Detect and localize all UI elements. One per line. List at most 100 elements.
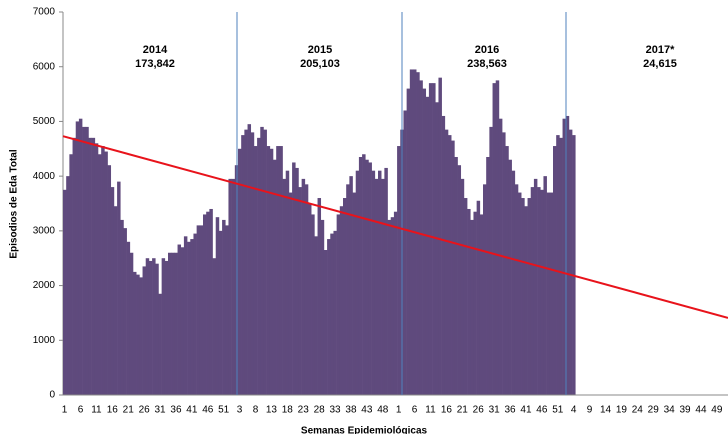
x-tick-label: 18	[282, 405, 294, 416]
x-tick-label: 43	[361, 405, 373, 416]
x-tick-label: 36	[504, 405, 516, 416]
bar	[498, 118, 503, 395]
y-tick-label: 3000	[33, 225, 56, 236]
trend-line	[62, 135, 728, 319]
x-tick-label: 21	[457, 405, 469, 416]
bar	[425, 96, 430, 396]
bar	[556, 135, 560, 395]
x-tick-label: 16	[441, 405, 453, 416]
bar	[311, 214, 315, 395]
bar	[199, 225, 204, 395]
bar	[403, 110, 407, 395]
y-tick-label: 4000	[33, 171, 56, 182]
x-tick-label: 46	[202, 405, 214, 416]
bar	[301, 178, 306, 395]
bar	[113, 206, 118, 395]
bar	[317, 198, 322, 395]
bar	[88, 137, 92, 396]
year-label: 2015	[308, 44, 332, 56]
bar	[343, 198, 347, 395]
year-label: 2016	[475, 44, 499, 56]
bar	[212, 258, 217, 395]
bar	[327, 239, 331, 395]
bar	[568, 129, 573, 395]
x-tick-label: 51	[552, 405, 564, 416]
bar	[222, 219, 226, 395]
y-tick-label: 6000	[33, 61, 56, 72]
x-tick-label: 51	[218, 405, 230, 416]
x-tick-label: 44	[695, 405, 707, 416]
bar	[384, 167, 388, 395]
x-tick-label: 11	[91, 405, 102, 416]
bar	[441, 115, 446, 395]
bar	[228, 178, 232, 395]
x-tick-label: 48	[377, 405, 389, 416]
bar	[177, 244, 182, 395]
bar	[381, 178, 385, 395]
bar	[158, 293, 162, 395]
bar	[470, 219, 474, 395]
bar	[155, 263, 159, 395]
bar	[91, 137, 96, 396]
bar	[371, 170, 376, 395]
bar	[136, 274, 140, 395]
bar	[161, 258, 166, 395]
year-total: 238,563	[467, 58, 507, 70]
bar	[562, 118, 567, 395]
x-tick-label: 9	[587, 405, 593, 416]
x-tick-label: 13	[266, 405, 278, 416]
bar	[209, 208, 213, 395]
bar	[101, 146, 105, 395]
bar	[333, 230, 337, 395]
bar	[104, 151, 108, 395]
x-tick-label: 29	[648, 405, 660, 416]
bar	[276, 146, 280, 395]
x-tick-label: 31	[489, 405, 501, 416]
x-tick-label: 39	[679, 405, 691, 416]
bar	[120, 219, 124, 395]
bar	[231, 178, 236, 395]
bar	[304, 184, 309, 395]
bar	[69, 154, 73, 395]
bar	[98, 154, 102, 395]
bar	[298, 187, 302, 395]
bar	[368, 162, 372, 395]
bar	[508, 159, 512, 395]
bar	[168, 252, 172, 395]
bar	[521, 198, 525, 395]
bar	[406, 88, 411, 395]
bar	[473, 211, 477, 395]
bar	[505, 146, 509, 395]
bar	[107, 165, 112, 395]
year-label: 2017*	[646, 44, 675, 56]
x-tick-label: 4	[571, 405, 577, 416]
bar	[432, 83, 436, 395]
bar	[524, 206, 528, 395]
bar	[374, 178, 379, 395]
bar	[527, 198, 532, 395]
bar	[438, 77, 442, 396]
bar	[365, 159, 369, 395]
bar	[572, 135, 576, 395]
bar	[352, 192, 357, 395]
bar	[511, 170, 516, 395]
bar	[463, 198, 468, 395]
bar	[559, 137, 563, 396]
bar	[133, 271, 137, 395]
bar	[320, 219, 325, 395]
x-tick-label: 36	[170, 405, 182, 416]
bar	[530, 187, 535, 395]
bar	[460, 178, 465, 395]
bar	[279, 146, 283, 395]
bar	[183, 236, 188, 395]
year-total: 173,842	[135, 58, 175, 70]
bar	[260, 126, 264, 396]
bar	[454, 156, 458, 395]
bar	[533, 178, 538, 395]
bar	[397, 146, 401, 395]
bar	[282, 178, 287, 395]
bar	[180, 247, 185, 395]
bar	[495, 80, 500, 396]
bar	[171, 252, 175, 395]
